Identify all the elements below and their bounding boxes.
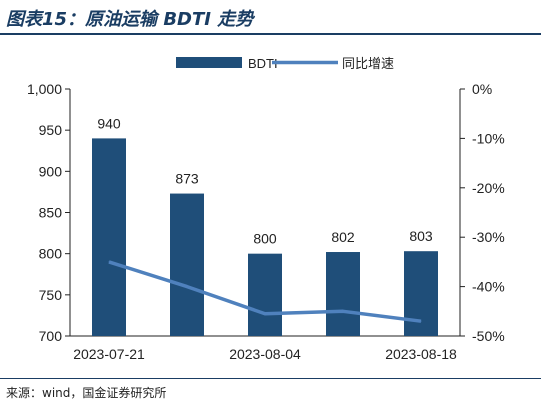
legend-label-bdti: BDTI bbox=[248, 56, 278, 71]
bar-data-label: 802 bbox=[331, 229, 355, 245]
line-point bbox=[108, 261, 110, 263]
x-axis-tick-label: 2023-08-18 bbox=[385, 346, 457, 362]
left-axis-tick-label: 700 bbox=[39, 328, 63, 344]
legend-label-yoy: 同比增速 bbox=[342, 56, 394, 71]
bar-data-label: 803 bbox=[409, 228, 433, 244]
bar-bdti bbox=[404, 251, 438, 336]
right-axis-tick-label: -50% bbox=[472, 328, 505, 344]
left-axis-tick-label: 950 bbox=[39, 122, 63, 138]
left-axis-tick-label: 900 bbox=[39, 163, 63, 179]
line-point bbox=[264, 313, 266, 315]
right-axis-tick-label: -20% bbox=[472, 180, 505, 196]
bar-bdti bbox=[170, 193, 204, 336]
left-axis-tick-label: 850 bbox=[39, 205, 63, 221]
footer-divider bbox=[0, 378, 541, 379]
left-axis-tick-label: 1,000 bbox=[27, 81, 62, 97]
legend-swatch-bdti bbox=[176, 57, 242, 68]
left-axis-tick-label: 800 bbox=[39, 246, 63, 262]
right-axis-tick-label: -40% bbox=[472, 279, 505, 295]
x-axis-tick-label: 2023-07-21 bbox=[73, 346, 145, 362]
bar-data-label: 873 bbox=[175, 171, 199, 187]
line-point bbox=[420, 320, 422, 322]
bar-bdti bbox=[326, 252, 360, 336]
bar-bdti bbox=[248, 253, 282, 336]
right-axis-tick-label: -10% bbox=[472, 130, 505, 146]
x-axis-tick-label: 2023-08-04 bbox=[229, 346, 301, 362]
line-point bbox=[342, 310, 344, 312]
bar-data-label: 800 bbox=[253, 231, 277, 247]
source-note: 来源：wind，国金证券研究所 bbox=[6, 386, 167, 400]
title-divider bbox=[0, 33, 541, 35]
title-bar: 图表15：原油运输 BDTI 走势 bbox=[0, 0, 541, 36]
bar-data-label: 940 bbox=[97, 115, 121, 131]
line-point bbox=[186, 286, 188, 288]
bar-bdti bbox=[92, 138, 126, 336]
right-axis-tick-label: 0% bbox=[472, 81, 492, 97]
left-axis-tick-label: 750 bbox=[39, 287, 63, 303]
chart-title: 图表15：原油运输 BDTI 走势 bbox=[6, 9, 254, 30]
chart: 1,000 950 900 850 800 750 700 0% -10% -20% -30% -40… bbox=[27, 56, 505, 362]
right-axis-tick-label: -30% bbox=[472, 229, 505, 245]
